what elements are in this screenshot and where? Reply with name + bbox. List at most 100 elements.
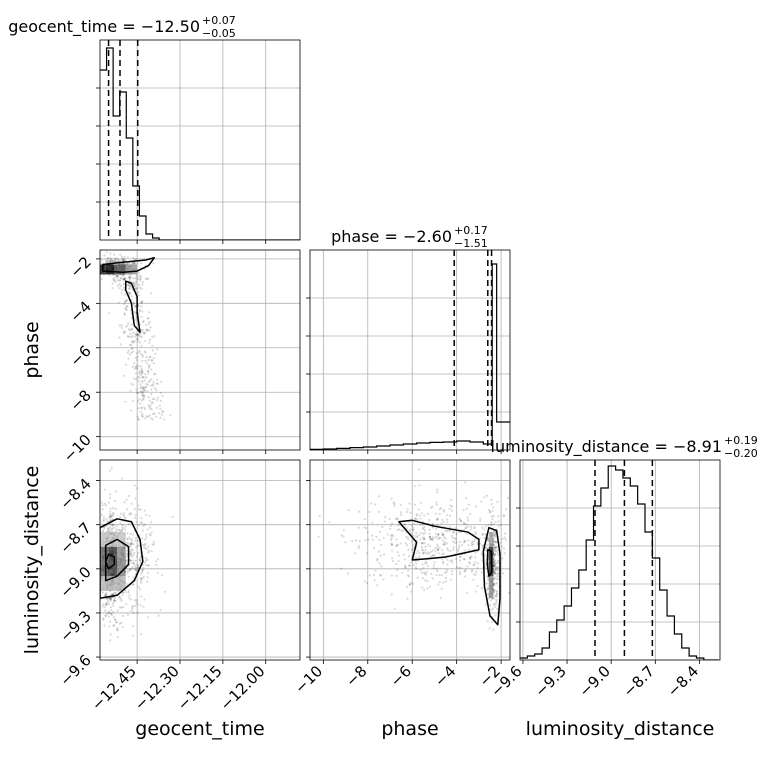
scatter-point xyxy=(394,517,398,521)
scatter-point xyxy=(150,388,153,391)
scatter-point xyxy=(127,335,130,339)
scatter-point xyxy=(480,552,483,555)
scatter-point xyxy=(153,334,156,338)
scatter-point xyxy=(111,593,114,596)
scatter-point xyxy=(423,537,426,541)
scatter-point xyxy=(120,528,124,532)
scatter-point xyxy=(109,507,112,510)
scatter-point xyxy=(102,518,105,521)
scatter-point xyxy=(479,517,482,520)
scatter-point xyxy=(122,286,126,289)
scatter-point xyxy=(493,560,496,563)
scatter-point xyxy=(135,601,138,604)
scatter-point xyxy=(370,502,373,505)
scatter-point xyxy=(137,275,141,278)
scatter-point xyxy=(89,513,91,515)
scatter-point xyxy=(104,603,108,607)
panel-frame xyxy=(519,459,721,661)
scatter-point xyxy=(140,406,143,409)
scatter-point xyxy=(442,560,445,564)
scatter-point xyxy=(472,578,475,581)
scatter-point xyxy=(147,549,150,553)
scatter-point xyxy=(163,418,166,421)
scatter-point xyxy=(137,417,140,421)
scatter-point xyxy=(135,378,138,381)
scatter-point xyxy=(437,583,440,586)
scatter-point xyxy=(395,568,399,571)
scatter-point xyxy=(418,551,421,555)
scatter-point xyxy=(401,571,404,574)
scatter-point xyxy=(415,531,418,535)
scatter-point xyxy=(135,280,138,283)
scatter-point xyxy=(141,300,144,303)
scatter-point xyxy=(428,535,432,539)
scatter-point xyxy=(145,415,148,418)
scatter-point xyxy=(125,325,128,328)
scatter-point xyxy=(497,561,500,564)
scatter-point xyxy=(418,484,421,487)
scatter-point xyxy=(129,542,132,545)
scatter-point xyxy=(96,564,98,566)
scatter-point xyxy=(426,512,429,516)
scatter-point xyxy=(129,382,133,386)
scatter-point xyxy=(148,514,151,518)
scatter-point xyxy=(133,335,137,338)
scatter-point xyxy=(415,562,418,565)
scatter-point xyxy=(464,527,467,530)
scatter-point xyxy=(141,568,144,572)
scatter-point xyxy=(132,383,135,386)
panel-content xyxy=(100,251,172,421)
scatter-point xyxy=(497,515,500,518)
contour-level-0 xyxy=(398,519,480,561)
scatter-point xyxy=(137,564,140,567)
scatter-point xyxy=(412,526,415,529)
scatter-point xyxy=(148,329,151,332)
scatter-point xyxy=(410,540,413,543)
title-phase: phase = −2.60 +0.17 −1.51 xyxy=(331,224,488,250)
scatter-point xyxy=(100,261,102,264)
scatter-point xyxy=(493,545,497,548)
scatter-point xyxy=(126,571,129,575)
scatter-point xyxy=(132,340,135,343)
scatter-point xyxy=(109,598,112,601)
scatter-point xyxy=(140,517,143,520)
scatter-point xyxy=(126,570,129,573)
scatter-point xyxy=(451,536,454,540)
scatter-point xyxy=(120,599,123,602)
scatter-point xyxy=(143,406,146,409)
scatter-point xyxy=(122,258,125,261)
scatter-point xyxy=(380,574,383,577)
scatter-point xyxy=(454,527,457,530)
title-luminosity-distance: luminosity_distance = −8.91 +0.19 −0.20 xyxy=(491,434,758,460)
scatter-point xyxy=(95,553,97,555)
scatter-point xyxy=(437,533,440,536)
scatter-point xyxy=(141,391,145,394)
scatter-point xyxy=(119,521,122,525)
scatter-point xyxy=(482,533,485,536)
ylabel-phase: phase xyxy=(21,321,43,378)
scatter-point xyxy=(438,512,441,516)
scatter-point xyxy=(441,532,444,535)
scatter-point xyxy=(147,406,151,409)
scatter-point xyxy=(416,550,419,553)
scatter-point xyxy=(526,547,528,549)
scatter-point xyxy=(378,530,381,533)
scatter-point xyxy=(422,527,425,531)
scatter-point xyxy=(127,575,130,578)
scatter-point xyxy=(496,545,499,549)
scatter-point xyxy=(133,377,136,380)
scatter-point xyxy=(143,332,146,335)
scatter-point xyxy=(429,538,432,541)
scatter-point xyxy=(120,477,123,480)
scatter-point xyxy=(493,546,496,549)
scatter-point xyxy=(495,591,498,594)
panel-content xyxy=(520,460,719,660)
scatter-point xyxy=(390,543,393,546)
scatter-point xyxy=(143,561,146,564)
scatter-point xyxy=(431,554,434,557)
scatter-point xyxy=(114,621,118,624)
scatter-point xyxy=(124,528,127,531)
scatter-point xyxy=(108,597,111,600)
scatter-point xyxy=(484,532,487,536)
scatter-point xyxy=(424,560,427,563)
